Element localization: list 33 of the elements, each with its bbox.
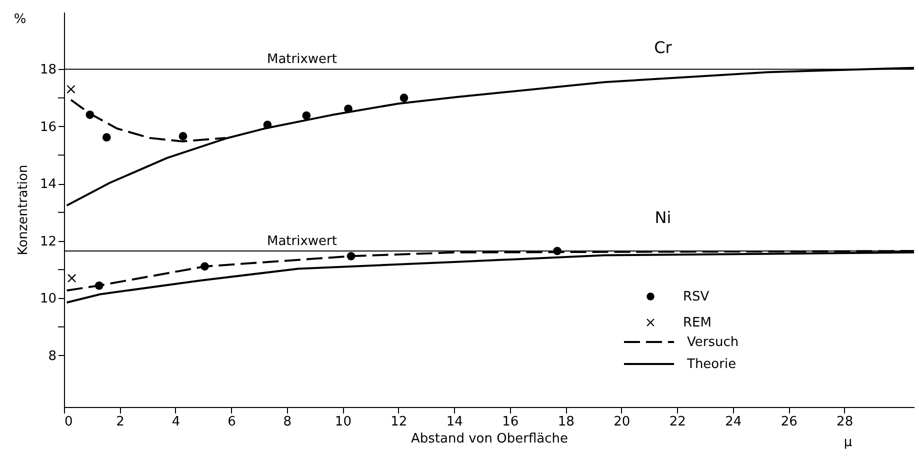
x-tick-label: 24 <box>725 414 742 430</box>
annotation: Cr <box>654 38 672 57</box>
x-tick-label: 22 <box>669 414 686 430</box>
y-tick-label: 14 <box>40 177 56 192</box>
ref-line-label: Matrixwert <box>266 52 338 68</box>
y-tick-label: 16 <box>40 120 56 135</box>
text: % <box>14 12 26 27</box>
text: μ <box>844 435 852 450</box>
x-tick-label: 20 <box>614 414 630 430</box>
ref-line-label: Matrixwert <box>266 234 338 250</box>
legend-label: RSV <box>683 290 710 304</box>
x-axis-title: Abstand von Oberfläche <box>411 432 568 446</box>
x-tick-label: 8 <box>283 414 292 430</box>
legend-label: REM <box>683 316 712 330</box>
legend-label: Versuch <box>687 335 739 350</box>
y-axis-title: Konzentration <box>16 164 31 256</box>
x-tick-label: 18 <box>558 414 574 430</box>
legend-label: Theorie <box>686 357 736 372</box>
x-tick-label: 2 <box>116 414 124 430</box>
y-tick-label: 10 <box>40 292 56 307</box>
annotation: Ni <box>654 208 672 227</box>
x-tick-label: 12 <box>390 414 408 430</box>
x-tick-label: 28 <box>836 414 854 430</box>
x-tick-label: 4 <box>172 414 180 430</box>
x-tick-label: 14 <box>446 414 463 430</box>
x-tick-label: 26 <box>780 414 798 430</box>
y-tick-label: 8 <box>48 348 56 364</box>
x-tick-label: 6 <box>228 414 236 430</box>
x-tick-label: 16 <box>502 414 519 430</box>
x-tick-label: 0 <box>64 414 73 430</box>
y-tick-label: 18 <box>40 62 56 78</box>
y-tick-label: 12 <box>40 234 56 250</box>
x-tick-label: 10 <box>334 414 352 430</box>
